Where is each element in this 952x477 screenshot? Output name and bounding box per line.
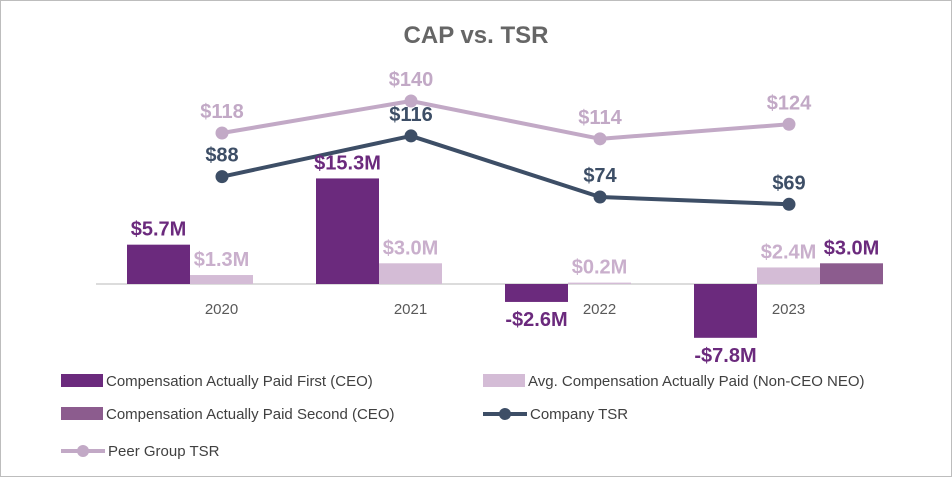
data-label-compensation-actually-paid-first-ceo-2022: -$2.6M	[505, 309, 567, 331]
data-label-company-tsr-2022: $74	[583, 165, 617, 187]
legend-item-compensation-actually-paid-second-ceo: Compensation Actually Paid Second (CEO)	[61, 406, 394, 423]
legend-label-company-tsr: Company TSR	[530, 406, 628, 423]
bar-avg-compensation-actually-paid-non-ceo-neo-2023	[757, 267, 820, 284]
legend-marker-company-tsr	[499, 408, 511, 420]
x-tick-labels: 2020 2021 2022 2023	[205, 301, 805, 318]
legend-item-avg-compensation-actually-paid-non-ceo-neo: Avg. Compensation Actually Paid (Non-CEO…	[483, 373, 865, 390]
legend-label-avg-compensation-actually-paid-non-ceo-neo: Avg. Compensation Actually Paid (Non-CEO…	[528, 373, 865, 390]
data-label-compensation-actually-paid-first-ceo-2020: $5.7M	[131, 219, 187, 241]
bar-compensation-actually-paid-first-ceo-2022	[505, 284, 568, 302]
data-label-peer-group-tsr-2022: $114	[578, 107, 622, 129]
legend-label-peer-group-tsr: Peer Group TSR	[108, 443, 220, 460]
legend-item-compensation-actually-paid-first-ceo: Compensation Actually Paid First (CEO)	[61, 373, 373, 390]
data-label-company-tsr-2020: $88	[205, 145, 238, 167]
bar-avg-compensation-actually-paid-non-ceo-neo-2021	[379, 263, 442, 284]
point-company-tsr-2021	[404, 129, 418, 143]
point-company-tsr-2022	[593, 190, 607, 204]
x-tick-label-2020: 2020	[205, 301, 238, 318]
chart-title: CAP vs. TSR	[404, 22, 549, 49]
data-label-peer-group-tsr-2023: $124	[767, 92, 812, 114]
data-label-avg-compensation-actually-paid-non-ceo-neo-2020: $1.3M	[194, 249, 250, 271]
line-company-tsr	[221, 133, 790, 207]
legend-marker-peer-group-tsr	[77, 445, 89, 457]
line-marks	[215, 94, 796, 211]
data-label-company-tsr-2023: $69	[772, 172, 805, 194]
legend-label-compensation-actually-paid-second-ceo: Compensation Actually Paid Second (CEO)	[106, 406, 394, 423]
bar-compensation-actually-paid-first-ceo-2021	[316, 178, 379, 284]
bar-compensation-actually-paid-first-ceo-2020	[127, 244, 190, 284]
data-label-avg-compensation-actually-paid-non-ceo-neo-2022: $0.2M	[572, 257, 628, 279]
point-peer-group-tsr-2023	[782, 117, 796, 131]
data-label-peer-group-tsr-2021: $140	[389, 69, 434, 91]
point-company-tsr-2023	[782, 197, 796, 211]
data-label-company-tsr-2021: $116	[389, 104, 432, 126]
bar-compensation-actually-paid-first-ceo-2023	[694, 284, 757, 338]
point-peer-group-tsr-2022	[593, 132, 607, 146]
data-label-compensation-actually-paid-second-ceo-2023: $3.0M	[824, 237, 880, 259]
point-peer-group-tsr-2020	[215, 126, 229, 140]
legend-item-peer-group-tsr: Peer Group TSR	[61, 443, 220, 460]
x-tick-label-2023: 2023	[772, 301, 805, 318]
point-peer-group-tsr-2021	[404, 94, 418, 108]
bar-marks	[127, 178, 883, 338]
bar-compensation-actually-paid-second-ceo-2023	[820, 263, 883, 284]
legend-swatch-avg-compensation-actually-paid-non-ceo-neo	[483, 374, 525, 387]
data-labels: $5.7M $15.3M -$2.6M -$7.8M $1.3M $3.0M $0.2M $2…	[131, 69, 880, 367]
data-label-compensation-actually-paid-first-ceo-2023: -$7.8M	[694, 345, 756, 367]
x-tick-label-2022: 2022	[583, 301, 616, 318]
legend-item-company-tsr: Company TSR	[483, 406, 628, 423]
bar-avg-compensation-actually-paid-non-ceo-neo-2022	[568, 282, 631, 284]
data-label-compensation-actually-paid-first-ceo-2021: $15.3M	[314, 152, 381, 174]
line-peer-group-tsr	[221, 98, 790, 141]
bar-avg-compensation-actually-paid-non-ceo-neo-2020	[190, 275, 253, 284]
x-tick-label-2021: 2021	[394, 301, 427, 318]
data-label-avg-compensation-actually-paid-non-ceo-neo-2023: $2.4M	[761, 241, 817, 263]
data-label-peer-group-tsr-2020: $118	[200, 101, 243, 123]
data-label-avg-compensation-actually-paid-non-ceo-neo-2021: $3.0M	[383, 237, 439, 259]
legend-swatch-compensation-actually-paid-second-ceo	[61, 407, 103, 420]
legend-label-compensation-actually-paid-first-ceo: Compensation Actually Paid First (CEO)	[106, 373, 373, 390]
legend: Compensation Actually Paid First (CEO) Av…	[61, 373, 865, 460]
point-company-tsr-2020	[215, 170, 229, 184]
legend-swatch-compensation-actually-paid-first-ceo	[61, 374, 103, 387]
